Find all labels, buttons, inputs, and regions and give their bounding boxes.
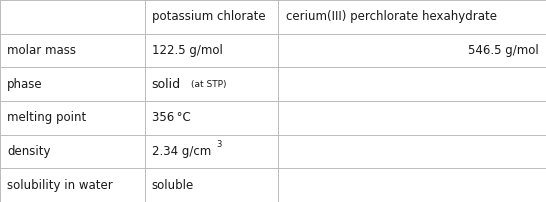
Text: 546.5 g/mol: 546.5 g/mol	[468, 44, 539, 57]
Text: soluble: soluble	[152, 179, 194, 192]
Text: 3: 3	[216, 140, 222, 149]
Text: cerium(III) perchlorate hexahydrate: cerium(III) perchlorate hexahydrate	[286, 10, 496, 23]
Text: 2.34 g/cm: 2.34 g/cm	[152, 145, 211, 158]
Text: solid: solid	[152, 78, 181, 91]
Text: molar mass: molar mass	[7, 44, 76, 57]
Text: 356 °C: 356 °C	[152, 111, 191, 124]
Text: 122.5 g/mol: 122.5 g/mol	[152, 44, 223, 57]
Text: melting point: melting point	[7, 111, 86, 124]
Text: solubility in water: solubility in water	[7, 179, 113, 192]
Text: potassium chlorate: potassium chlorate	[152, 10, 265, 23]
Text: density: density	[7, 145, 51, 158]
Text: phase: phase	[7, 78, 43, 91]
Text: (at STP): (at STP)	[191, 80, 227, 89]
